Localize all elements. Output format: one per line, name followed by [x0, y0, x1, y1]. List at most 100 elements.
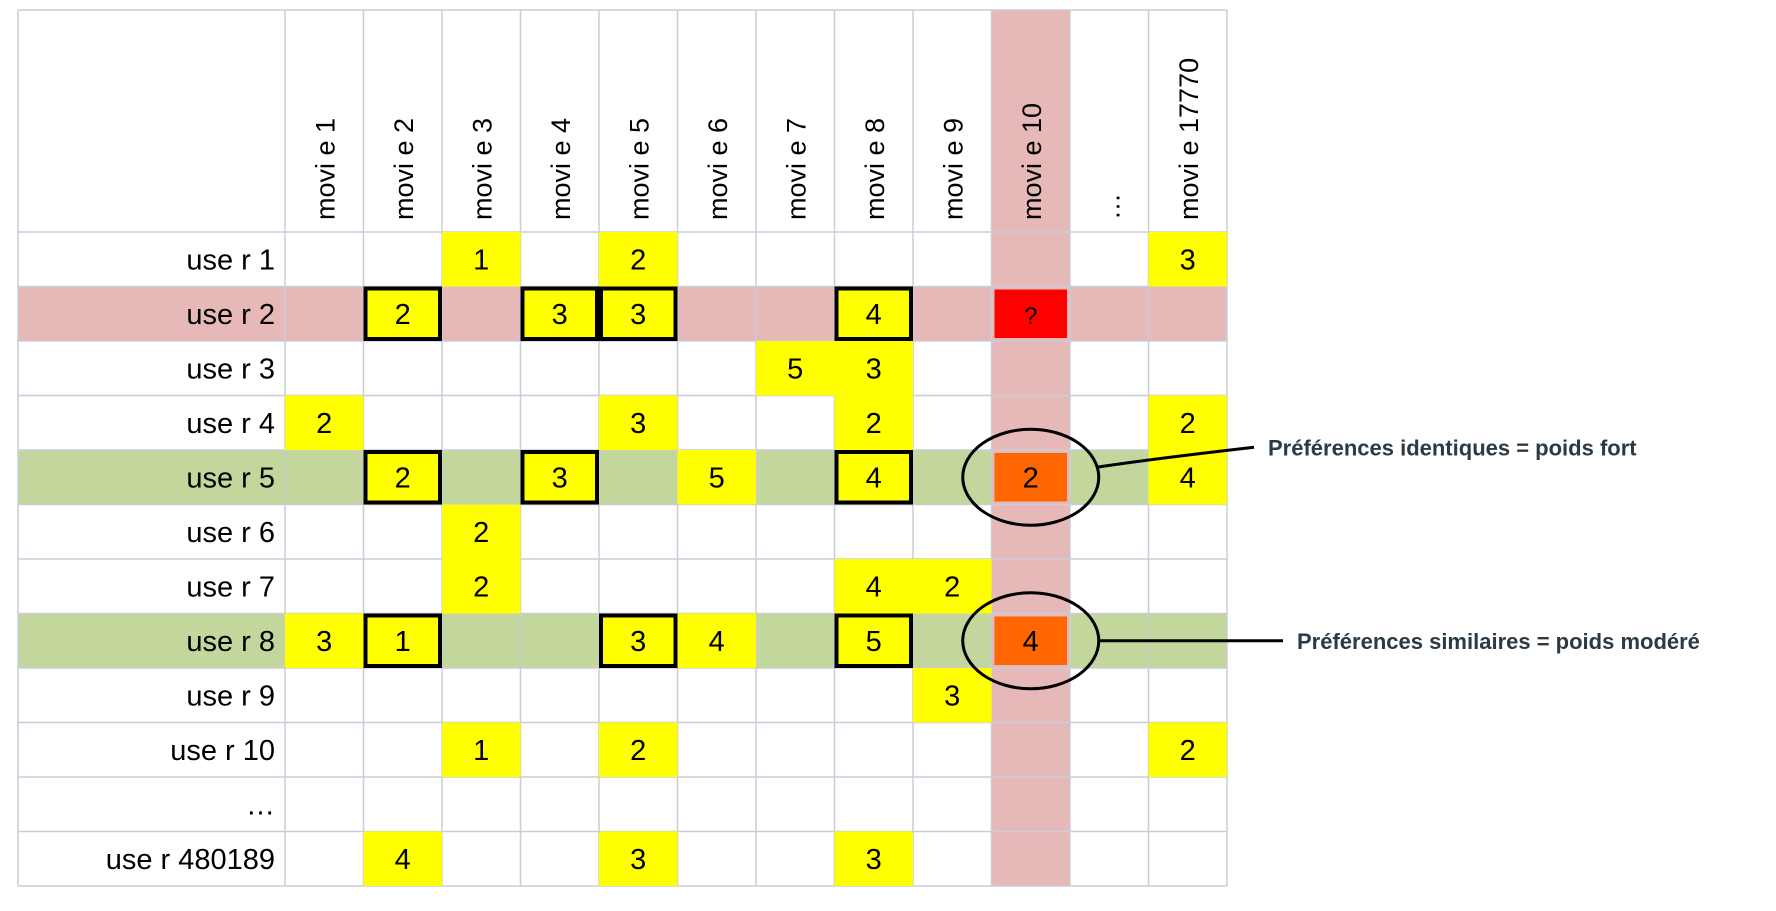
target-movie-column-band [991, 10, 1070, 886]
rating-cell [834, 286, 913, 341]
user-row-label: use r 5 [186, 462, 275, 494]
rating-cell [442, 504, 521, 559]
rating-value: 3 [630, 299, 646, 331]
rating-cell [363, 286, 442, 341]
rating-value: 2 [316, 408, 332, 440]
rating-value: 2 [630, 244, 646, 276]
movie-column-header: movi e 9 [938, 118, 968, 220]
rating-value: 2 [944, 571, 960, 603]
rating-value: 1 [395, 626, 411, 658]
co-rated-box [834, 450, 913, 505]
rating-cell [913, 559, 992, 614]
rating-cell [599, 722, 678, 777]
rating-cell [599, 395, 678, 450]
co-rated-box [520, 286, 599, 341]
movie-column-header: movi e 10 [1017, 103, 1047, 220]
rating-value: 4 [866, 571, 882, 603]
rating-value: 3 [866, 353, 882, 385]
rating-cell [599, 831, 678, 886]
annotation-connector [1096, 445, 1255, 469]
rating-cell [834, 559, 913, 614]
highlight-ellipse [961, 427, 1101, 527]
rating-cell [834, 613, 913, 668]
rating-value: 4 [1180, 462, 1196, 494]
rating-cell [363, 613, 442, 668]
rating-cell [834, 450, 913, 505]
rating-value: 4 [395, 844, 411, 876]
movie-column-header: … [1095, 193, 1125, 220]
rating-cell [599, 286, 678, 341]
co-rated-box [363, 450, 442, 505]
rating-cell [756, 341, 835, 396]
movie-column-header: movi e 7 [781, 118, 811, 220]
movie-column-header: movi e 1 [310, 118, 340, 220]
rating-value: 3 [630, 844, 646, 876]
rating-value: 5 [866, 626, 882, 658]
user-row-label: use r 2 [186, 299, 275, 331]
user-row-label: use r 480189 [106, 844, 275, 876]
rating-cell [442, 232, 521, 287]
co-rated-box [599, 286, 678, 341]
rating-cell [520, 286, 599, 341]
user-row-label: use r 9 [186, 680, 275, 712]
rating-cell [677, 613, 756, 668]
rating-value: 2 [473, 571, 489, 603]
rating-cell [285, 613, 364, 668]
rating-value: 3 [866, 844, 882, 876]
user-row-label: use r 1 [186, 244, 275, 276]
co-rated-box [834, 286, 913, 341]
rating-value: 2 [395, 299, 411, 331]
user-row-label: … [246, 789, 275, 821]
rating-value: 3 [552, 299, 568, 331]
rating-value: 2 [1180, 408, 1196, 440]
rating-value: 4 [866, 462, 882, 494]
co-rated-box [599, 613, 678, 668]
movie-column-header: movi e 3 [467, 118, 497, 220]
rating-cell [285, 395, 364, 450]
rating-value: 3 [316, 626, 332, 658]
rating-cell [520, 450, 599, 505]
rating-cell [599, 613, 678, 668]
rating-cell [363, 450, 442, 505]
rating-cell [834, 341, 913, 396]
user-row-label: use r 6 [186, 517, 275, 549]
rating-value: 2 [473, 517, 489, 549]
unknown-rating: ? [1024, 303, 1037, 330]
annotation-text: Préférences identiques = poids fort [1268, 435, 1637, 460]
rating-cell [363, 831, 442, 886]
rating-cell [913, 668, 992, 723]
movie-column-header: movi e 6 [703, 118, 733, 220]
co-rated-box [834, 613, 913, 668]
movie-column-header: movi e 5 [624, 118, 654, 220]
rating-value: 4 [709, 626, 725, 658]
movie-column-header: movi e 8 [860, 118, 890, 220]
rating-value: 2 [1180, 735, 1196, 767]
rating-value: 4 [866, 299, 882, 331]
rating-cell [994, 453, 1067, 502]
rating-value: 3 [944, 680, 960, 712]
rating-value: 1 [473, 735, 489, 767]
rating-value: 1 [473, 244, 489, 276]
movie-column-header: movi e 17770 [1174, 58, 1204, 220]
rating-value: 2 [395, 462, 411, 494]
rating-value: 4 [1023, 626, 1039, 658]
user-row-label: use r 7 [186, 571, 275, 603]
rating-cell [1148, 722, 1227, 777]
user-row-label: use r 3 [186, 353, 275, 385]
user-row-label: use r 10 [170, 735, 275, 767]
rating-value: 3 [630, 408, 646, 440]
rating-cell [677, 450, 756, 505]
rating-cell [442, 722, 521, 777]
rating-value: 2 [866, 408, 882, 440]
rating-value: 3 [1180, 244, 1196, 276]
co-rated-box [363, 613, 442, 668]
rating-cell [834, 395, 913, 450]
movie-column-header: movi e 4 [546, 118, 576, 220]
co-rated-box [363, 286, 442, 341]
rating-cell [599, 232, 678, 287]
annotation-text: Préférences similaires = poids modéré [1297, 629, 1700, 654]
user-row-label: use r 8 [186, 626, 275, 658]
rating-cell [834, 831, 913, 886]
